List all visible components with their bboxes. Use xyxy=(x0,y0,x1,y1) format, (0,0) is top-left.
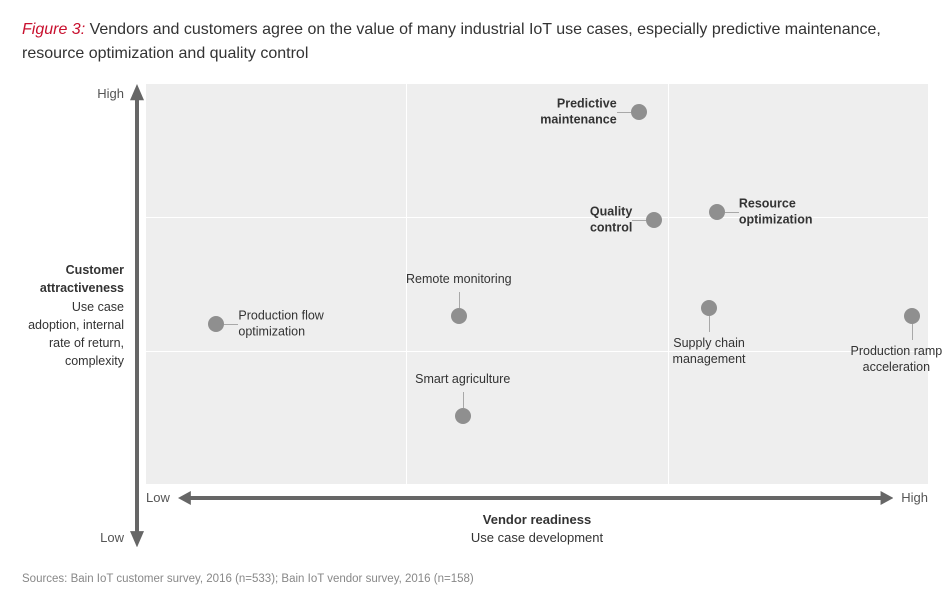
plot-area: Predictivemaintenance Qualitycontrol Resou… xyxy=(146,84,928,484)
dot-production-flow-optimization xyxy=(208,316,224,332)
x-axis-title-sub: Use case development xyxy=(471,530,603,545)
dot-supply-chain-management xyxy=(701,300,717,316)
leader-line xyxy=(912,324,913,340)
dot-production-ramp-acceleration xyxy=(904,308,920,324)
figure-label: Figure 3: xyxy=(22,21,85,38)
label-smart-agriculture: Smart agriculture xyxy=(415,372,510,388)
leader-line xyxy=(632,220,646,221)
leader-line xyxy=(617,112,631,113)
leader-line xyxy=(725,212,739,213)
dot-resource-optimization xyxy=(709,204,725,220)
label-predictive-maintenance: Predictivemaintenance xyxy=(540,96,616,127)
y-axis-high-label: High xyxy=(22,84,124,101)
y-axis-labels: High Customer attractiveness Use case ad… xyxy=(22,84,130,547)
y-axis-title: Customer attractiveness Use case adoptio… xyxy=(22,261,124,370)
leader-line xyxy=(463,392,464,408)
x-axis-title-bold: Vendor readiness xyxy=(146,511,928,529)
y-axis-low-label: Low xyxy=(22,530,124,547)
label-production-flow-optimization: Production flowoptimization xyxy=(238,308,323,339)
x-axis-title: Vendor readiness Use case development xyxy=(146,511,928,547)
y-axis-title-sub: Use case adoption, internal rate of retu… xyxy=(28,300,124,368)
plot-column: Predictivemaintenance Qualitycontrol Resou… xyxy=(130,84,928,547)
label-resource-optimization: Resourceoptimization xyxy=(739,196,813,227)
gridline-horizontal xyxy=(146,351,928,352)
x-axis-low-label: Low xyxy=(146,490,178,505)
x-axis-high-label: High xyxy=(893,490,928,505)
figure-title: Figure 3: Vendors and customers agree on… xyxy=(22,18,928,66)
x-axis-row: Low High xyxy=(146,490,928,505)
x-axis-arrow xyxy=(178,491,893,505)
label-quality-control: Qualitycontrol xyxy=(590,204,632,235)
gridline-vertical xyxy=(668,84,669,484)
label-supply-chain-management: Supply chainmanagement xyxy=(673,336,746,367)
leader-line xyxy=(224,324,238,325)
leader-line xyxy=(459,292,460,308)
dot-predictive-maintenance xyxy=(631,104,647,120)
label-remote-monitoring: Remote monitoring xyxy=(406,272,512,288)
dot-remote-monitoring xyxy=(451,308,467,324)
chart: High Customer attractiveness Use case ad… xyxy=(22,84,928,547)
dot-smart-agriculture xyxy=(455,408,471,424)
dot-quality-control xyxy=(646,212,662,228)
figure-title-text: Vendors and customers agree on the value… xyxy=(22,21,881,62)
leader-line xyxy=(709,316,710,332)
y-axis-title-bold: Customer attractiveness xyxy=(22,261,124,297)
sources-note: Sources: Bain IoT customer survey, 2016 … xyxy=(22,573,928,585)
label-production-ramp-acceleration: Production rampacceleration xyxy=(851,344,943,375)
y-axis-arrow xyxy=(130,84,144,547)
